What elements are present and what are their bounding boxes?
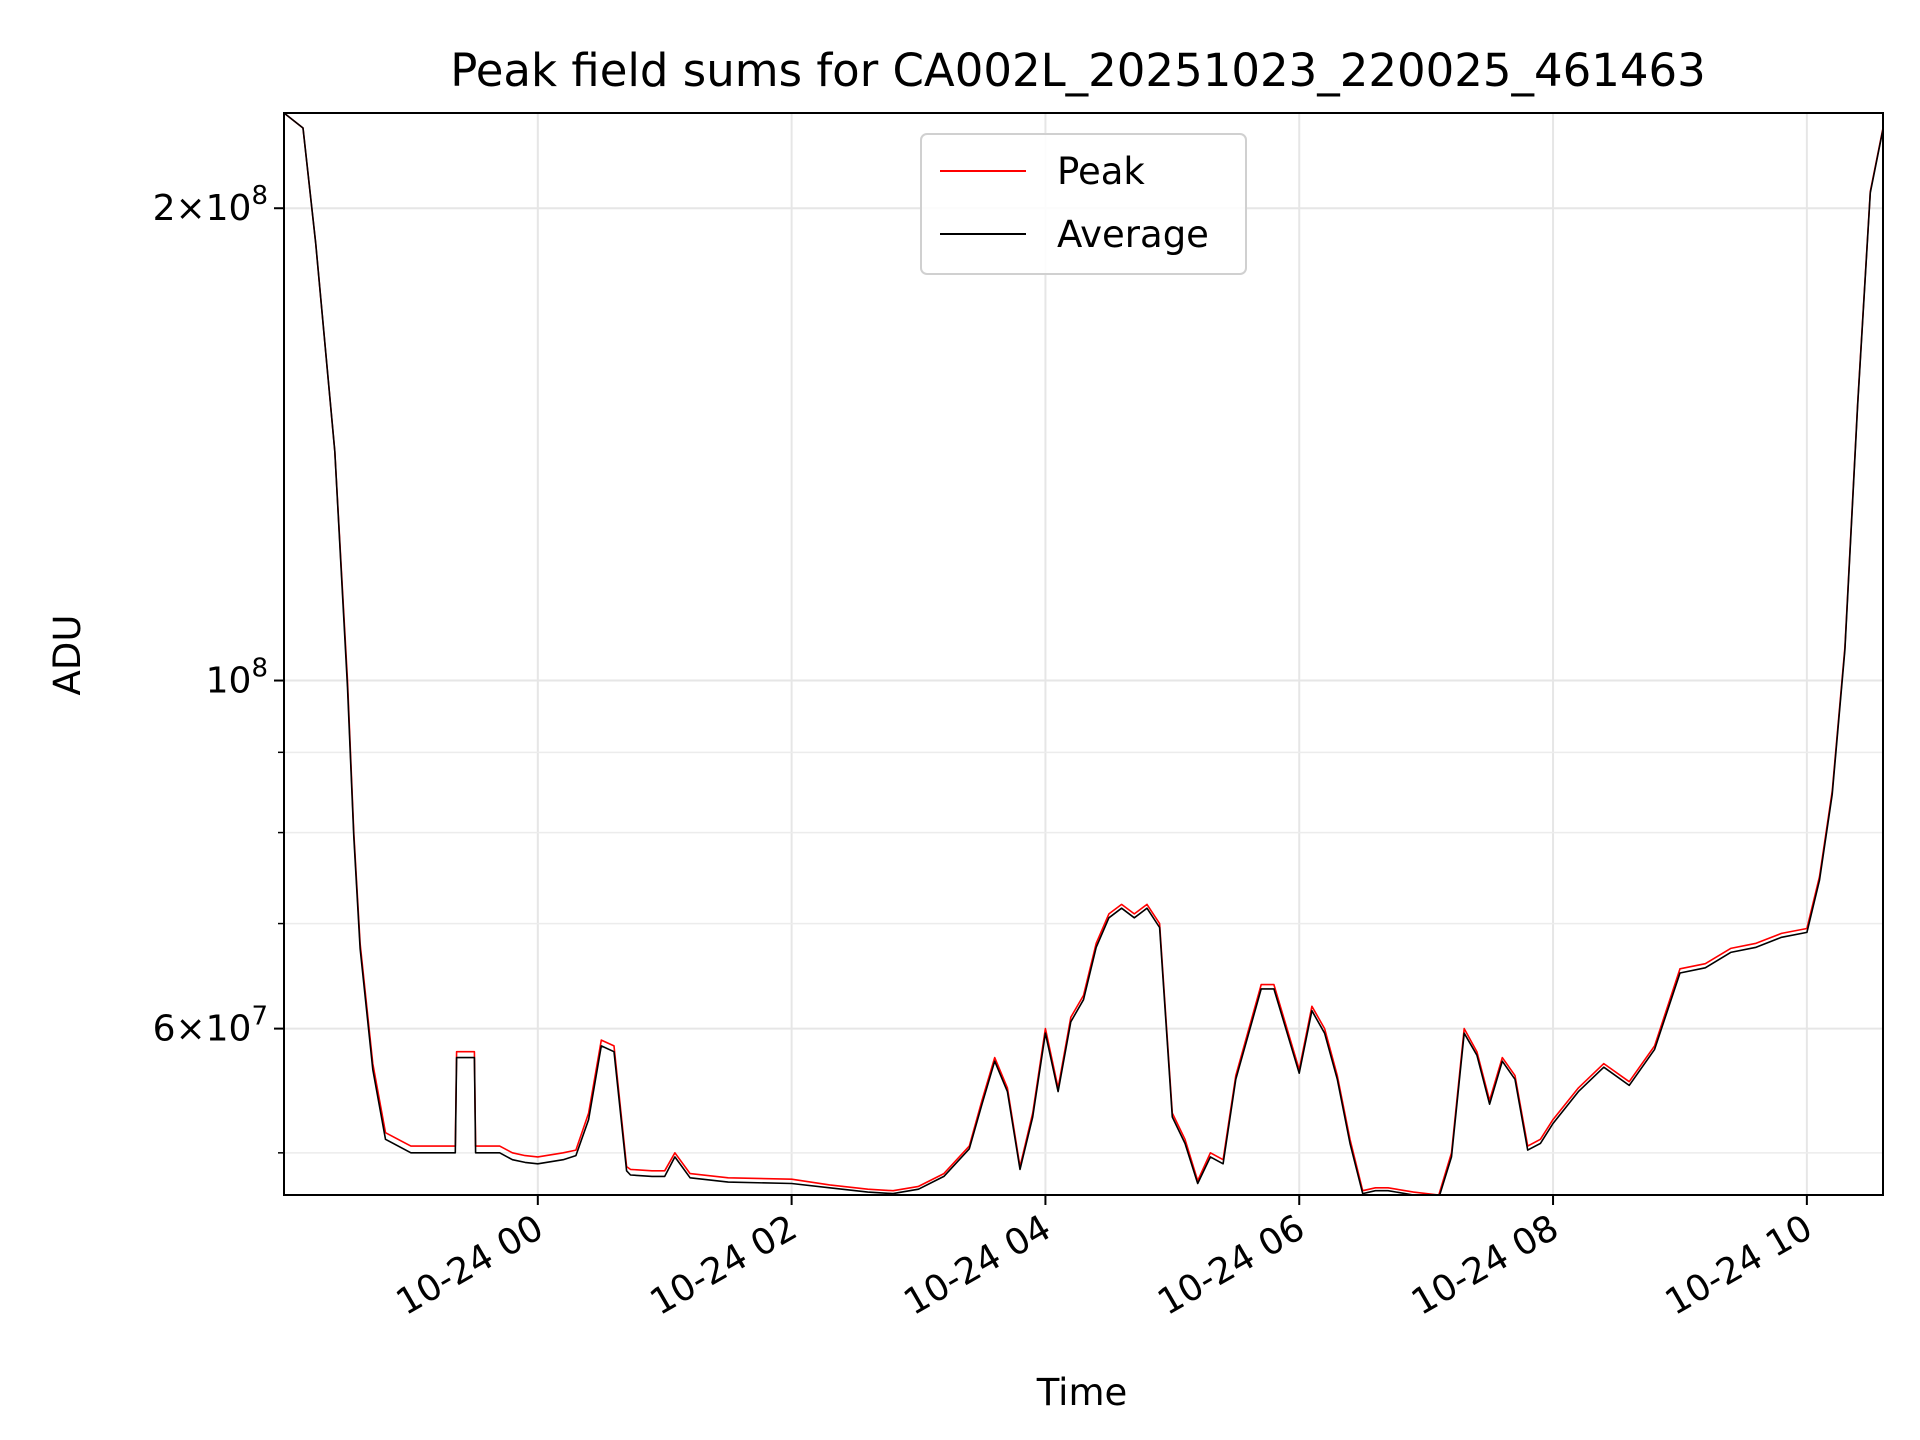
- chart-title: Peak field sums for CA002L_20251023_2200…: [450, 44, 1706, 97]
- y-tick-label: 6×107: [153, 1002, 268, 1050]
- series-line-average: [284, 113, 1883, 1195]
- legend-label-average: Average: [1057, 213, 1209, 256]
- legend-box: [920, 133, 1247, 275]
- series-layer: [284, 113, 1883, 1195]
- series-line-peak: [284, 113, 1883, 1195]
- legend: Peak Average: [920, 133, 1247, 275]
- y-tick-label: 2×108: [153, 181, 268, 229]
- grid-layer: [284, 113, 1883, 1195]
- plot-frame: [283, 112, 1884, 1196]
- plot-background: [284, 113, 1883, 1195]
- x-axis-label: Time: [1036, 1371, 1128, 1414]
- legend-label-peak: Peak: [1057, 150, 1145, 193]
- y-axis-label: ADU: [46, 615, 89, 696]
- plot-area: 10-24 00 10-24 02 10-24 04 10-24 06 10-24 08…: [153, 112, 1884, 1324]
- y-tick-label: 108: [206, 654, 268, 702]
